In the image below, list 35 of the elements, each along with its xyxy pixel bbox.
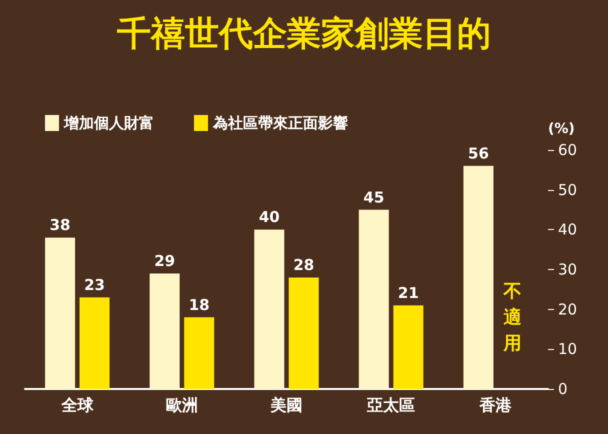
- bar: [358, 210, 389, 389]
- bar: [184, 317, 214, 389]
- y-tick-label: 20: [558, 300, 578, 318]
- data-label: 56: [468, 144, 489, 162]
- legend-label: 增加個人財富: [63, 114, 154, 132]
- y-tick-label: 10: [558, 340, 578, 358]
- data-label: 45: [363, 188, 384, 206]
- bar: [80, 297, 110, 389]
- data-label: 23: [84, 276, 105, 294]
- data-label: 18: [188, 296, 210, 314]
- bar: [393, 305, 424, 389]
- x-tick-label: 亞太區: [366, 396, 416, 414]
- bar: [254, 230, 284, 389]
- bar: [150, 273, 180, 389]
- y-tick-label: 50: [558, 180, 578, 199]
- legend-label: 為社區帶來正面影響: [212, 114, 348, 132]
- data-label: 21: [398, 284, 419, 302]
- y-tick-label: 0: [558, 380, 568, 398]
- y-axis-title: (%): [548, 121, 575, 137]
- y-tick-label: 30: [558, 260, 578, 278]
- x-tick-label: 美國: [270, 396, 302, 414]
- bar: [463, 166, 494, 389]
- chart-title: 千禧世代企業家創業目的: [116, 14, 491, 54]
- annotation: 不適用: [502, 280, 522, 354]
- data-label: 38: [50, 216, 70, 234]
- x-tick-label: 全球: [60, 396, 94, 414]
- data-label: 40: [258, 208, 280, 226]
- data-label: 29: [154, 252, 176, 270]
- x-tick-label: 歐洲: [166, 396, 198, 414]
- bar: [45, 238, 76, 389]
- x-tick-label: 香港: [478, 396, 513, 414]
- y-tick-label: 40: [558, 220, 578, 239]
- data-label: 28: [293, 256, 314, 274]
- bar: [288, 277, 319, 389]
- y-tick-label: 60: [558, 141, 578, 159]
